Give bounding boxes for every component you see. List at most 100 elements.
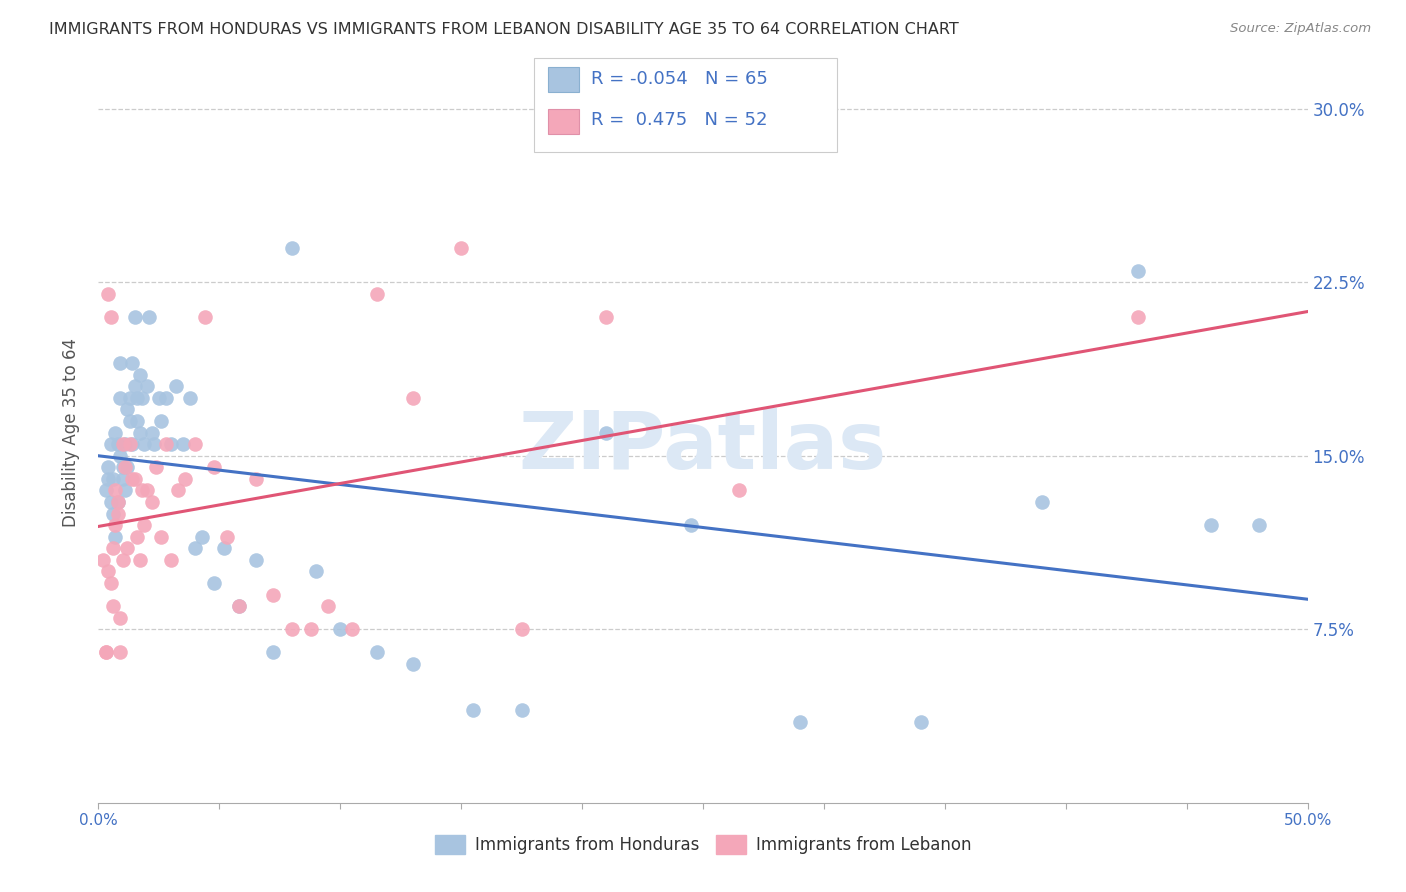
Point — [127, 391, 149, 405]
Point — [107, 507, 129, 521]
Point — [160, 437, 183, 451]
Point — [134, 518, 156, 533]
Point — [172, 437, 194, 451]
Point — [100, 310, 122, 324]
Point — [215, 530, 238, 544]
Point — [595, 310, 617, 324]
Point — [97, 460, 120, 475]
Point — [100, 576, 122, 591]
Legend: Immigrants from Honduras, Immigrants from Lebanon: Immigrants from Honduras, Immigrants fro… — [427, 829, 979, 861]
Point — [143, 437, 166, 451]
Point — [329, 622, 352, 636]
Point — [127, 530, 149, 544]
Point — [789, 714, 811, 729]
Y-axis label: Disability Age 35 to 64: Disability Age 35 to 64 — [62, 338, 80, 527]
Point — [910, 714, 932, 729]
Point — [1031, 495, 1053, 509]
Point — [111, 437, 134, 451]
Point — [131, 391, 153, 405]
Text: R =  0.475   N = 52: R = 0.475 N = 52 — [591, 112, 768, 129]
Point — [94, 483, 117, 498]
Point — [114, 460, 136, 475]
Point — [91, 553, 114, 567]
Point — [728, 483, 751, 498]
Point — [148, 391, 170, 405]
Point — [121, 437, 143, 451]
Point — [262, 588, 284, 602]
Point — [97, 565, 120, 579]
Point — [305, 565, 328, 579]
Point — [111, 553, 134, 567]
Point — [150, 414, 173, 428]
Point — [228, 599, 250, 614]
Point — [121, 472, 143, 486]
Point — [174, 472, 197, 486]
Point — [104, 518, 127, 533]
Point — [104, 425, 127, 440]
Point — [134, 437, 156, 451]
Point — [179, 391, 201, 405]
Point — [150, 530, 173, 544]
Point — [160, 553, 183, 567]
Point — [281, 622, 304, 636]
Point — [111, 472, 134, 486]
Point — [117, 541, 139, 556]
Point — [94, 645, 117, 659]
Point — [145, 460, 167, 475]
Point — [1128, 310, 1150, 324]
Point — [402, 391, 425, 405]
Point — [107, 495, 129, 509]
Point — [128, 368, 150, 382]
Point — [1199, 518, 1222, 533]
Point — [342, 622, 364, 636]
Point — [118, 414, 141, 428]
Point — [124, 310, 146, 324]
Point — [141, 495, 163, 509]
Point — [97, 472, 120, 486]
Point — [127, 414, 149, 428]
Point — [463, 703, 485, 717]
Point — [228, 599, 250, 614]
Point — [204, 576, 226, 591]
Point — [104, 483, 127, 498]
Point — [124, 379, 146, 393]
Point — [108, 391, 131, 405]
Point — [595, 425, 617, 440]
Point — [100, 437, 122, 451]
Point — [1249, 518, 1271, 533]
Point — [117, 402, 139, 417]
Point — [281, 240, 304, 255]
Point — [108, 645, 131, 659]
Point — [108, 449, 131, 463]
Point — [107, 437, 129, 451]
Point — [128, 425, 150, 440]
Point — [94, 645, 117, 659]
Point — [101, 599, 124, 614]
Point — [135, 483, 157, 498]
Point — [155, 437, 177, 451]
Point — [131, 483, 153, 498]
Point — [510, 622, 533, 636]
Point — [245, 553, 267, 567]
Point — [118, 437, 141, 451]
Point — [118, 391, 141, 405]
Text: IMMIGRANTS FROM HONDURAS VS IMMIGRANTS FROM LEBANON DISABILITY AGE 35 TO 64 CORR: IMMIGRANTS FROM HONDURAS VS IMMIGRANTS F… — [49, 22, 959, 37]
Point — [245, 472, 267, 486]
Point — [167, 483, 190, 498]
Point — [194, 310, 217, 324]
Point — [97, 286, 120, 301]
Point — [114, 437, 136, 451]
Point — [108, 356, 131, 370]
Point — [107, 495, 129, 509]
Point — [316, 599, 339, 614]
Point — [141, 425, 163, 440]
Text: Source: ZipAtlas.com: Source: ZipAtlas.com — [1230, 22, 1371, 36]
Point — [138, 310, 160, 324]
Point — [104, 530, 127, 544]
Point — [1128, 263, 1150, 277]
Point — [128, 553, 150, 567]
Point — [204, 460, 226, 475]
Point — [101, 472, 124, 486]
Point — [212, 541, 235, 556]
Point — [155, 391, 177, 405]
